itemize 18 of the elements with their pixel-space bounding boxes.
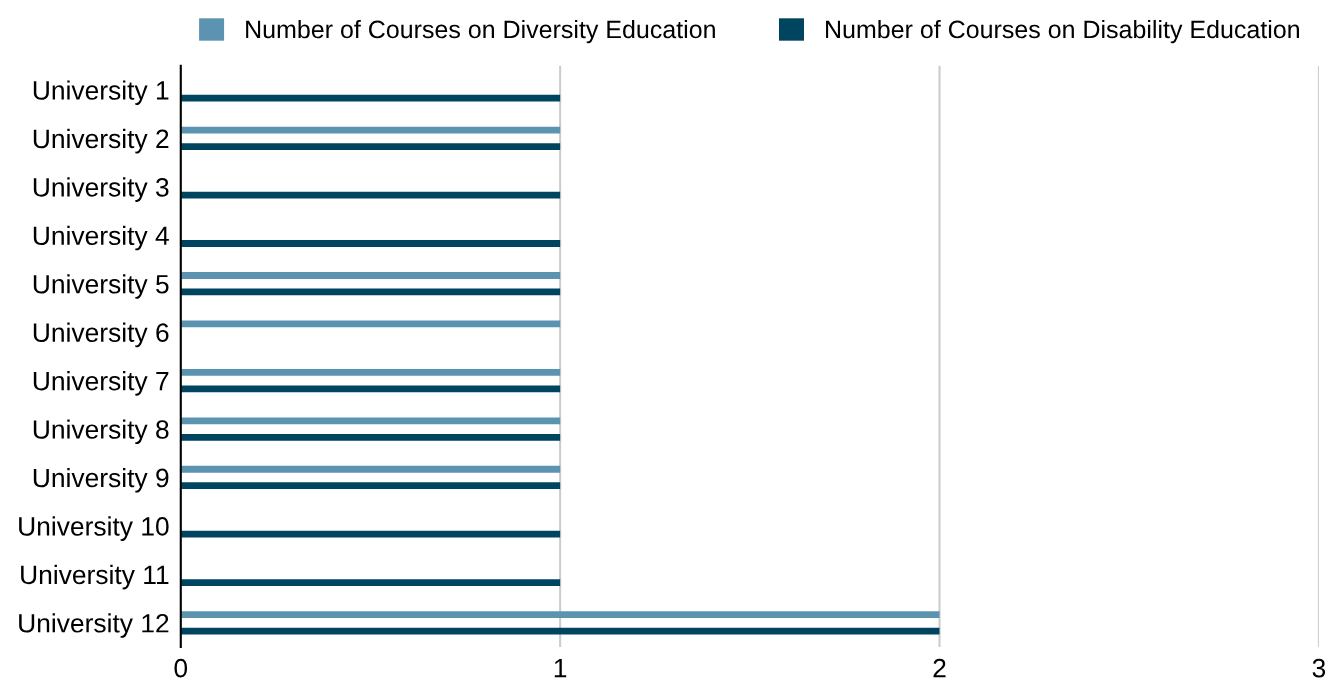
y-tick-label: University 7 bbox=[33, 371, 169, 396]
y-tick-label: University 1 bbox=[33, 80, 169, 105]
x-tick-label: 2 bbox=[933, 658, 946, 678]
y-tick-label: University 9 bbox=[33, 467, 169, 493]
y-tick-label: University 6 bbox=[33, 322, 169, 348]
x-tick-label: 1 bbox=[554, 659, 567, 678]
legend-label: Number of Courses on Diversity Education bbox=[246, 19, 715, 44]
y-tick-label: University 8 bbox=[33, 419, 169, 445]
y-tick-label: University 12 bbox=[19, 613, 169, 638]
x-tick-label: 3 bbox=[1312, 658, 1326, 678]
y-tick-label: University 10 bbox=[19, 516, 169, 541]
y-tick-label: University 4 bbox=[33, 225, 169, 251]
y-tick-label: University 2 bbox=[33, 128, 169, 154]
legend-label: Number of Courses on Disability Education bbox=[826, 19, 1299, 44]
y-tick-label: University 11 bbox=[21, 564, 169, 590]
y-tick-label: University 5 bbox=[33, 274, 169, 299]
y-tick-label: University 3 bbox=[33, 177, 169, 202]
x-tick-label: 0 bbox=[174, 658, 188, 678]
